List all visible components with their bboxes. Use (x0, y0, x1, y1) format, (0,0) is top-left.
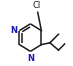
Text: N: N (27, 54, 34, 63)
Text: N: N (10, 26, 17, 35)
Text: Cl: Cl (33, 1, 41, 10)
